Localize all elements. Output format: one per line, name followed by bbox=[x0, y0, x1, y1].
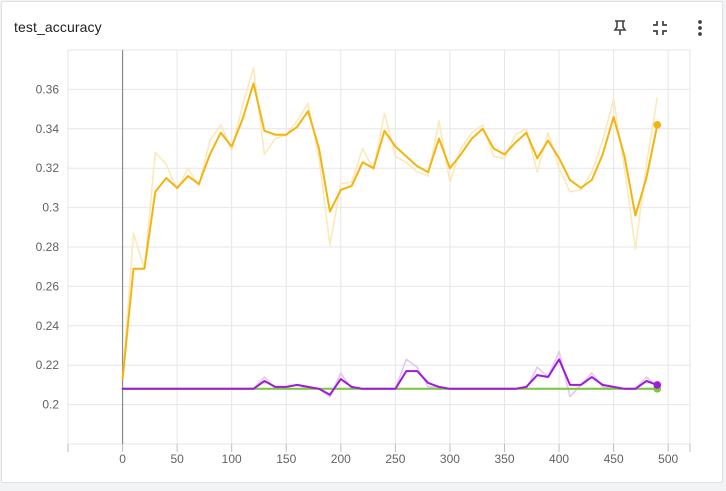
y-tick-label: 0.34 bbox=[36, 122, 60, 136]
y-tick-label: 0.22 bbox=[36, 358, 60, 372]
x-tick-label: 200 bbox=[331, 452, 351, 466]
more-vert-icon bbox=[698, 20, 702, 36]
pin-icon bbox=[613, 20, 627, 35]
y-tick-label: 0.3 bbox=[42, 201, 59, 215]
series-line[interactable] bbox=[121, 358, 659, 396]
chart-card bbox=[1, 1, 723, 483]
y-tick-label: 0.28 bbox=[36, 240, 60, 254]
y-tick-label: 0.32 bbox=[36, 161, 60, 175]
y-tick-label: 0.26 bbox=[36, 279, 60, 293]
x-tick-label: 400 bbox=[549, 452, 569, 466]
x-tick-label: 0 bbox=[119, 452, 126, 466]
series-end-point[interactable] bbox=[653, 381, 662, 389]
x-tick-label: 100 bbox=[222, 452, 242, 466]
x-tick-label: 350 bbox=[494, 452, 514, 466]
x-tick-label: 150 bbox=[276, 452, 296, 466]
y-tick-label: 0.24 bbox=[36, 319, 60, 333]
card-title: test_accuracy bbox=[14, 19, 102, 35]
x-tick-label: 300 bbox=[440, 452, 460, 466]
x-tick-label: 500 bbox=[658, 452, 678, 466]
fit-to-data-button[interactable] bbox=[646, 14, 674, 42]
series-raw-line bbox=[122, 350, 658, 398]
y-tick-label: 0.2 bbox=[42, 398, 59, 412]
x-tick-label: 450 bbox=[604, 452, 624, 466]
x-tick-label: 250 bbox=[385, 452, 405, 466]
pin-button[interactable] bbox=[606, 14, 634, 42]
more-options-button[interactable] bbox=[686, 14, 714, 42]
series-line[interactable] bbox=[121, 82, 659, 380]
x-tick-label: 50 bbox=[170, 452, 184, 466]
series-end-point[interactable] bbox=[653, 121, 662, 129]
series-raw-line bbox=[121, 66, 659, 380]
y-tick-label: 0.36 bbox=[36, 82, 60, 96]
fit-to-data-icon bbox=[653, 21, 667, 35]
